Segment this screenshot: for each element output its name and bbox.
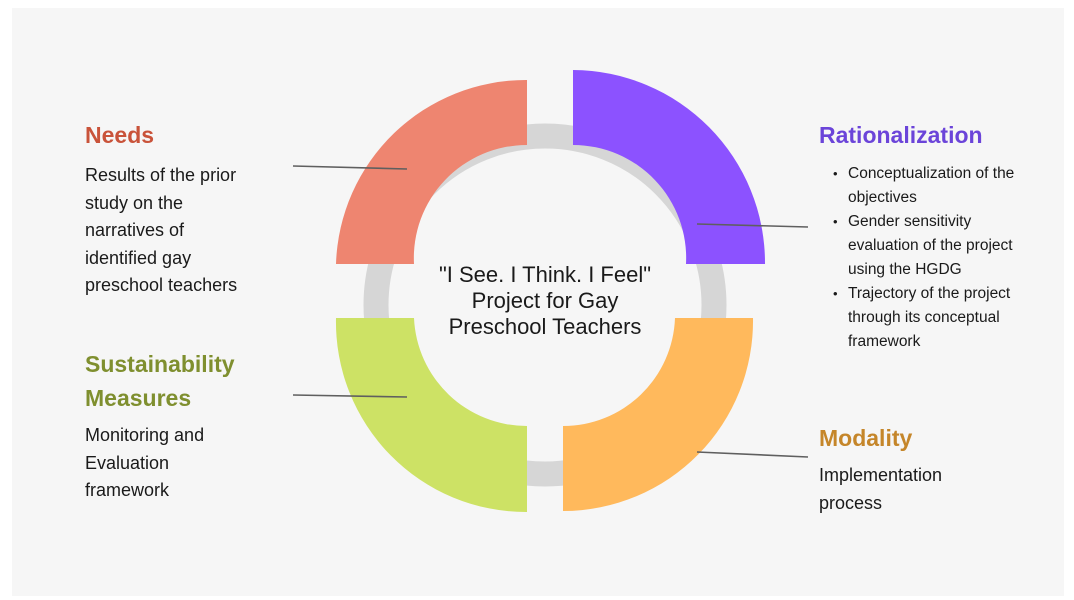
modality-description: Implementation process: [819, 465, 943, 513]
needs-segment: [336, 79, 527, 264]
sustainability-segment: [335, 318, 527, 513]
rationalization-connector-line: [696, 223, 809, 228]
sustainability-heading: Sustainability Measures: [85, 351, 235, 411]
rationalization-heading: Rationalization: [819, 122, 983, 148]
rationalization-bullet-list: Conceptualization of the objectives Gend…: [822, 162, 1017, 354]
rationalization-bullet-item: Trajectory of the project through its co…: [822, 282, 1017, 354]
sustainability-connector-line: [292, 394, 408, 398]
rationalization-segment: [573, 70, 766, 264]
needs-heading: Needs: [85, 122, 155, 148]
sustainability-description: Monitoring and Evaluation framework: [85, 425, 205, 500]
modality-segment: [563, 318, 754, 511]
background-ring: [363, 123, 727, 487]
rationalization-bullet-item: Gender sensitivity evaluation of the pro…: [822, 210, 1017, 282]
rationalization-bullet-item: Conceptualization of the objectives: [822, 162, 1017, 210]
center-title: "I See. I Think. I Feel" Project for Gay…: [438, 262, 652, 339]
modality-heading: Modality: [819, 425, 913, 451]
modality-connector-line: [696, 451, 809, 458]
needs-connector-line: [292, 165, 408, 170]
needs-description: Results of the prior study on the narrat…: [85, 165, 238, 295]
